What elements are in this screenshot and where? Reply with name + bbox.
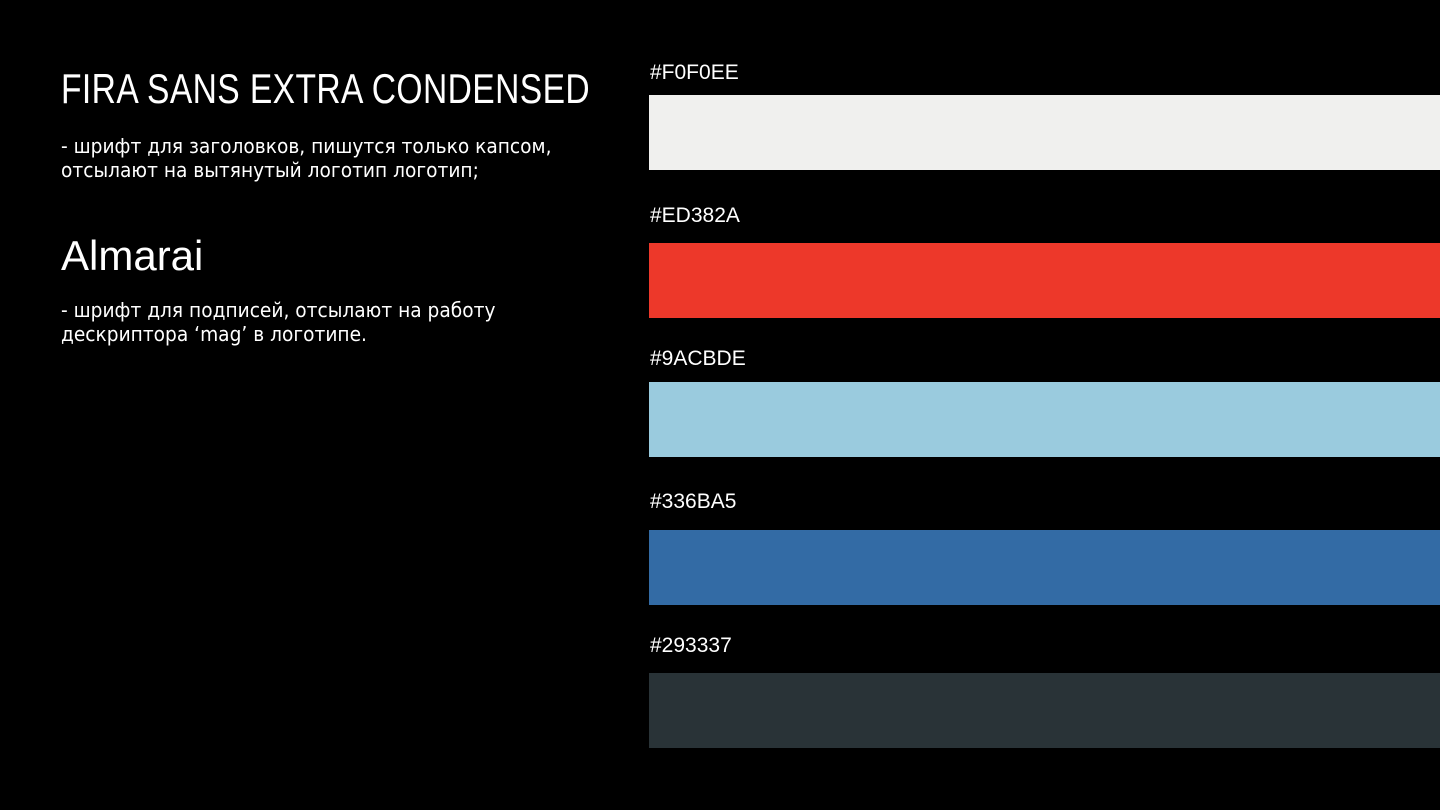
color-swatch-label: #293337	[650, 634, 732, 657]
heading-font-description-text: - шрифт для заголовков, пишутся только к…	[61, 134, 552, 182]
color-swatch-bar	[649, 673, 1440, 748]
color-swatch-label: #ED382A	[650, 204, 740, 227]
color-swatch-bar	[649, 382, 1440, 457]
color-swatch-bar	[649, 530, 1440, 605]
color-swatch-label: #336BA5	[650, 490, 737, 513]
caption-font-description-text: - шрифт для подписей, отсылают на работу…	[61, 298, 496, 346]
color-swatch-label: #9ACBDE	[650, 347, 746, 370]
color-swatch-label: #F0F0EE	[650, 61, 739, 84]
caption-font-description: - шрифт для подписей, отсылают на работу…	[61, 298, 495, 346]
heading-font-description: - шрифт для заголовков, пишутся только к…	[61, 134, 551, 182]
caption-font-name: Almarai	[61, 232, 204, 279]
color-swatch-bar	[649, 95, 1440, 170]
heading-font-name: FIRA SANS EXTRA CONDENSED	[61, 65, 591, 112]
color-swatch-bar	[649, 243, 1440, 318]
color-palette: #F0F0EE #ED382A #9ACBDE #336BA5 #293337	[649, 0, 1440, 810]
